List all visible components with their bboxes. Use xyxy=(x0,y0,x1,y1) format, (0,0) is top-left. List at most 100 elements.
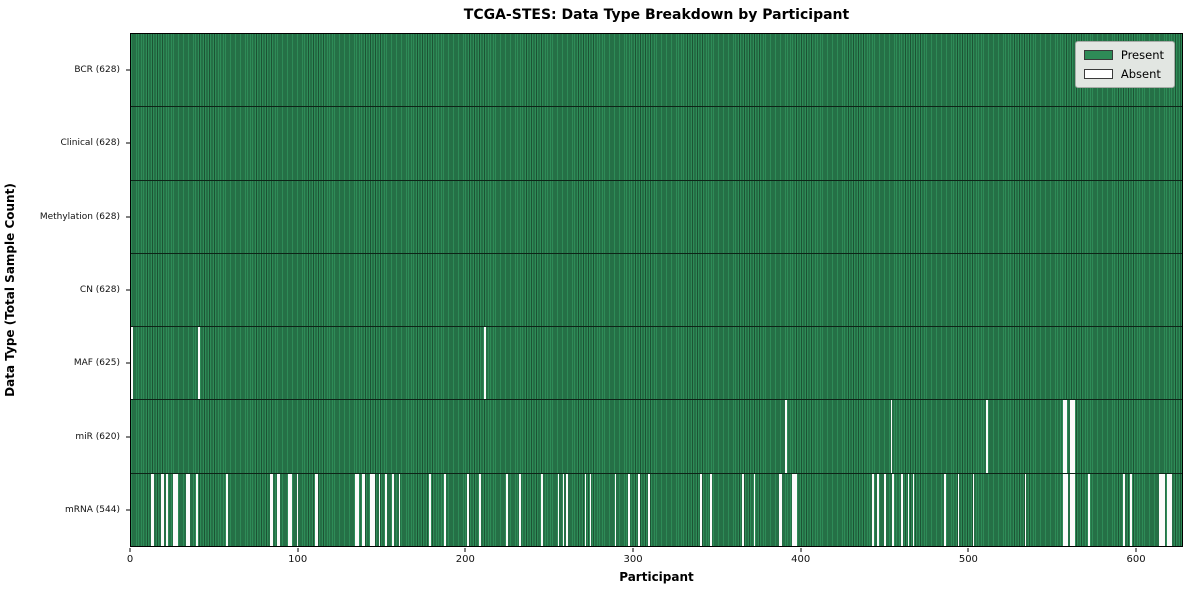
absent-bar xyxy=(363,473,366,546)
absent-bar xyxy=(226,473,229,546)
absent-bar xyxy=(428,473,431,546)
absent-bar xyxy=(892,473,895,546)
y-tick-mark xyxy=(126,509,130,511)
x-tick-label: 300 xyxy=(623,554,643,565)
x-tick-mark xyxy=(1135,548,1137,552)
absent-bar xyxy=(371,473,374,546)
x-tick-label: 0 xyxy=(126,554,134,565)
x-tick-mark xyxy=(464,548,466,552)
legend-entry-present: Present xyxy=(1083,48,1164,62)
rows xyxy=(131,34,1182,546)
x-axis: 0 100 200 300 400 500 600 xyxy=(126,547,1183,573)
absent-bar xyxy=(392,473,394,546)
row-Clinical xyxy=(131,106,1182,180)
row-mRNA xyxy=(131,472,1182,546)
absent-bar xyxy=(614,473,617,546)
absent-bar xyxy=(785,400,788,473)
y-tick-mark xyxy=(126,289,130,291)
absent-bar xyxy=(378,473,381,546)
absent-bar xyxy=(186,473,188,546)
absent-bar xyxy=(296,473,299,546)
absent-bar xyxy=(795,473,798,546)
absent-bar xyxy=(1064,400,1067,473)
absent-bar xyxy=(1166,473,1169,546)
row-CN xyxy=(131,252,1182,327)
absent-bar xyxy=(484,327,486,400)
absent-bar xyxy=(269,473,272,546)
x-tick-label: 400 xyxy=(791,554,811,565)
absent-bar xyxy=(780,473,783,546)
absent-bar xyxy=(562,473,565,546)
absent-bar xyxy=(648,473,650,546)
legend-label-present: Present xyxy=(1120,48,1164,62)
absent-bar xyxy=(197,327,200,400)
absent-bar xyxy=(1071,473,1074,546)
x-tick-mark xyxy=(967,548,969,552)
absent-bar xyxy=(187,473,190,546)
y-tick-mark xyxy=(126,362,130,364)
absent-bar xyxy=(1071,400,1074,473)
absent-bar xyxy=(912,473,915,546)
absent-bar xyxy=(1088,473,1090,546)
x-tick-label: 100 xyxy=(288,554,308,565)
chart-title: TCGA-STES: Data Type Breakdown by Partic… xyxy=(463,7,850,23)
absent-bar xyxy=(589,473,592,546)
absent-bar xyxy=(161,473,163,546)
absent-bar xyxy=(877,473,880,546)
absent-bar xyxy=(907,473,910,546)
absent-bar xyxy=(1024,473,1027,546)
y-axis: BCR (628) Clinical (628) Methylation (628)… xyxy=(0,33,130,547)
legend: Present Absent xyxy=(1074,41,1175,88)
absent-bar xyxy=(1160,473,1162,546)
absent-bar xyxy=(872,473,875,546)
y-tick-label: Clinical (628) xyxy=(60,138,120,149)
row-Methylation xyxy=(131,179,1182,253)
absent-bar xyxy=(1161,473,1164,546)
legend-swatch-present-icon xyxy=(1083,50,1113,60)
y-tick-label: MAF (625) xyxy=(73,358,120,369)
absent-bar xyxy=(519,473,521,546)
y-tick-label: Methylation (628) xyxy=(39,211,120,222)
row-MAF xyxy=(131,326,1182,400)
row-miR xyxy=(131,399,1182,473)
x-axis-label: Participant xyxy=(619,570,694,584)
y-tick-mark xyxy=(126,142,130,144)
absent-bar xyxy=(1069,473,1072,546)
plot-area: Present Absent xyxy=(130,33,1183,547)
absent-bar xyxy=(753,473,756,546)
absent-bar xyxy=(505,473,508,546)
absent-bar xyxy=(1130,473,1132,546)
absent-bar xyxy=(792,473,794,546)
absent-bar xyxy=(1064,473,1067,546)
y-tick-mark xyxy=(126,69,130,71)
absent-bar xyxy=(638,473,640,546)
row-BCR xyxy=(131,34,1182,107)
absent-bar xyxy=(176,473,178,546)
absent-bar xyxy=(278,473,280,546)
x-tick-mark xyxy=(800,548,802,552)
y-tick-label: miR (620) xyxy=(75,431,120,442)
absent-bar xyxy=(541,473,543,546)
x-tick-label: 500 xyxy=(958,554,978,565)
absent-bar xyxy=(1066,473,1069,546)
absent-bar xyxy=(793,473,796,546)
absent-bar xyxy=(700,473,702,546)
absent-bar xyxy=(479,473,481,546)
absent-bar xyxy=(944,473,947,546)
absent-bar xyxy=(398,473,401,546)
absent-bar xyxy=(1063,473,1065,546)
absent-bar xyxy=(778,473,781,546)
absent-bar xyxy=(276,473,279,546)
absent-bar xyxy=(370,473,372,546)
absent-bar xyxy=(628,473,630,546)
absent-bar xyxy=(890,400,893,473)
absent-bar xyxy=(1168,473,1171,546)
absent-bar xyxy=(884,473,886,546)
legend-label-absent: Absent xyxy=(1120,67,1161,81)
absent-bar xyxy=(131,327,133,400)
absent-bar xyxy=(316,473,319,546)
absent-bar xyxy=(957,473,960,546)
absent-bar xyxy=(373,473,376,546)
absent-bar xyxy=(271,473,274,546)
